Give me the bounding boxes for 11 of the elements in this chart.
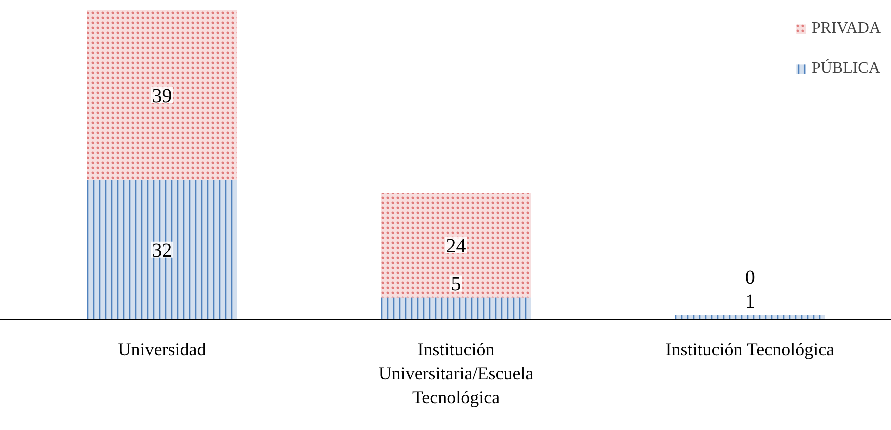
- x-tick-label: Universidad: [118, 340, 206, 360]
- legend-label: PÚBLICA: [812, 60, 880, 78]
- data-label: 32: [152, 240, 172, 262]
- x-tick-label: Institución Tecnológica: [666, 340, 835, 360]
- data-label: 5: [451, 274, 462, 296]
- data-label: 39: [152, 85, 172, 108]
- data-label: 1: [745, 291, 756, 314]
- legend-label: PRIVADA: [812, 20, 881, 38]
- x-tick-label: Institución Universitaria/Escuela Tecnológica: [378, 340, 534, 408]
- data-label: 24: [446, 236, 466, 258]
- data-label: 0: [745, 267, 756, 290]
